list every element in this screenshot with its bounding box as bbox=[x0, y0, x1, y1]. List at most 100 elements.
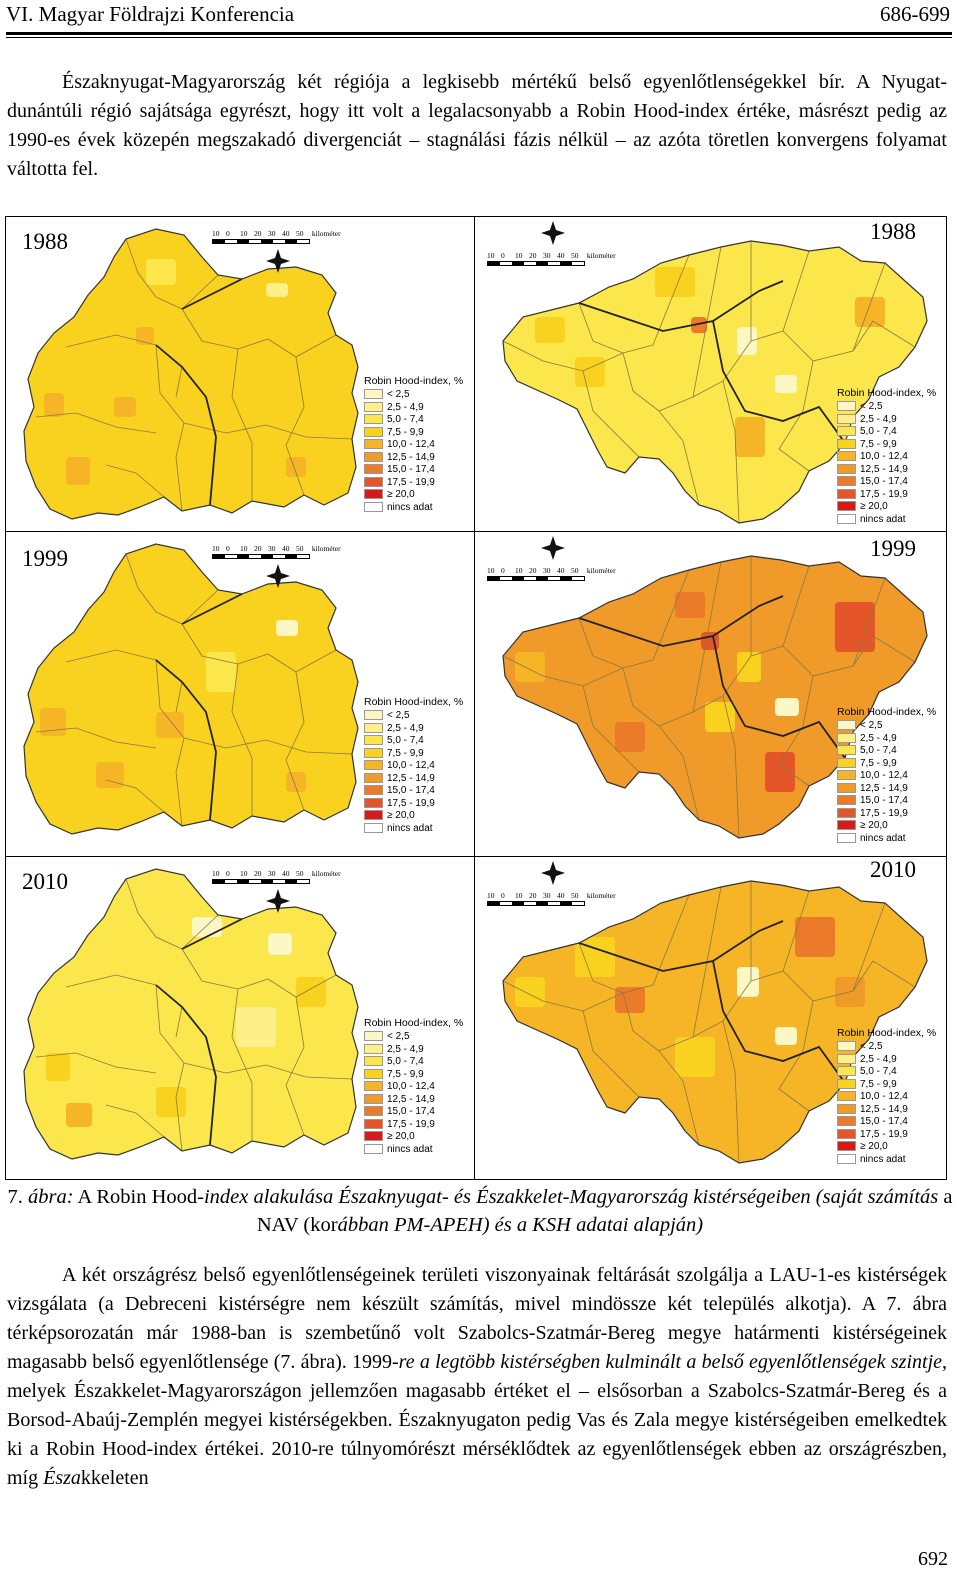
district-boundary bbox=[105, 1104, 165, 1138]
figure-divider-row2 bbox=[5, 856, 947, 857]
map-legend: Robin Hood-index, % < 2,5 2,5 - 4,9 5,0 - 7… bbox=[837, 387, 936, 526]
district-fill bbox=[765, 752, 795, 792]
scale-tick: 10 bbox=[515, 566, 523, 575]
scale-tick: 20 bbox=[529, 891, 537, 900]
district-boundary bbox=[183, 422, 353, 440]
legend-label: ≥ 20,0 bbox=[860, 820, 888, 831]
legend-label: 12,5 - 14,9 bbox=[387, 1093, 435, 1105]
map-legend: Robin Hood-index, % < 2,5 2,5 - 4,9 5,0 - 7… bbox=[364, 1017, 463, 1156]
legend-label: 10,0 - 12,4 bbox=[860, 451, 908, 462]
page-range: 686-699 bbox=[880, 2, 950, 26]
map-year-label: 2010 bbox=[22, 869, 68, 894]
caption-part4: ábban PM-APEH) és a KSH adatai alapján) bbox=[337, 1214, 704, 1236]
legend-item: 10,0 - 12,4 bbox=[837, 770, 936, 783]
district-boundary bbox=[231, 988, 253, 1141]
district-fill bbox=[114, 397, 136, 417]
district-fill bbox=[286, 772, 306, 792]
legend-label: 17,5 - 19,9 bbox=[860, 807, 908, 819]
caption-part1: A Robin Hood- bbox=[77, 1186, 204, 1208]
district-boundary bbox=[285, 356, 305, 496]
scale-tick: 40 bbox=[282, 869, 290, 878]
scale-tick: 10 bbox=[240, 229, 248, 238]
district-boundary bbox=[183, 1062, 353, 1080]
legend-swatch bbox=[837, 720, 856, 731]
legend-item: 2,5 - 4,9 bbox=[364, 723, 463, 736]
legend-swatch bbox=[364, 760, 383, 771]
legend-label: 5,0 - 7,4 bbox=[860, 1066, 897, 1077]
legend-swatch bbox=[837, 1066, 856, 1077]
legend-label: nincs adat bbox=[387, 822, 433, 834]
legend-label: 2,5 - 4,9 bbox=[860, 1053, 897, 1065]
district-boundary bbox=[231, 348, 253, 501]
legend-item: 15,0 - 17,4 bbox=[837, 795, 936, 808]
legend-title: Robin Hood-index, % bbox=[837, 387, 937, 399]
paragraph-analysis-text-a: A két országrész belső egyenlőtlenségein… bbox=[7, 1264, 947, 1373]
district-fill bbox=[276, 620, 298, 636]
district-fill bbox=[66, 1103, 92, 1127]
legend-swatch bbox=[837, 1078, 856, 1089]
legend-label: 15,0 - 17,4 bbox=[387, 1106, 435, 1117]
county-boundary bbox=[542, 595, 846, 759]
district-boundary bbox=[782, 577, 886, 677]
legend-title: Robin Hood-index, % bbox=[837, 1027, 937, 1039]
legend-label: 15,0 - 17,4 bbox=[387, 785, 435, 796]
legend-swatch bbox=[837, 1141, 856, 1152]
legend-label: < 2,5 bbox=[387, 710, 410, 721]
county-boundary bbox=[155, 593, 243, 821]
district-boundary bbox=[105, 464, 165, 498]
district-fill bbox=[146, 259, 176, 285]
legend-item: 15,0 - 17,4 bbox=[837, 1116, 936, 1129]
legend-item: 7,5 - 9,9 bbox=[837, 758, 936, 771]
legend-swatch bbox=[364, 501, 383, 512]
legend-item: 5,0 - 7,4 bbox=[837, 426, 936, 439]
legend-swatch bbox=[364, 1106, 383, 1117]
district-boundary bbox=[35, 727, 157, 749]
north-label: N bbox=[550, 217, 555, 218]
legend-label: 5,0 - 7,4 bbox=[387, 735, 424, 746]
legend-swatch bbox=[837, 795, 856, 806]
legend-swatch bbox=[837, 413, 856, 424]
district-fill bbox=[515, 977, 545, 1007]
scale-bar: 10 0 10 20 30 40 50 kilométer bbox=[212, 229, 341, 244]
legend-swatch bbox=[364, 1056, 383, 1067]
region-outline bbox=[23, 868, 359, 1160]
scale-tick: 30 bbox=[543, 891, 551, 900]
legend-item: nincs adat bbox=[837, 514, 936, 527]
legend-item: ≥ 20,0 bbox=[837, 820, 936, 833]
scale-tick: 20 bbox=[254, 544, 262, 553]
legend-swatch bbox=[837, 757, 856, 768]
scale-unit: kilométer bbox=[310, 869, 341, 878]
choropleth-map bbox=[502, 221, 928, 524]
map-year-label: 1999 bbox=[22, 546, 68, 571]
district-boundary bbox=[722, 1020, 740, 1163]
district-fill bbox=[46, 1053, 70, 1081]
district-fill bbox=[835, 602, 875, 652]
district-fill bbox=[156, 1087, 186, 1117]
scale-bar-line bbox=[487, 261, 585, 266]
district-boundary bbox=[778, 675, 814, 787]
legend-item: ≥ 20,0 bbox=[364, 1131, 463, 1144]
figure-caption: 7. ábra: A Robin Hood-index alakulása És… bbox=[0, 1183, 960, 1239]
scale-tick: 10 bbox=[212, 229, 220, 238]
legend-swatch bbox=[364, 1031, 383, 1042]
page-number: 692 bbox=[918, 1548, 948, 1570]
scale-tick: 30 bbox=[268, 869, 276, 878]
legend-swatch bbox=[837, 1041, 856, 1052]
legend-label: ≥ 20,0 bbox=[860, 501, 888, 512]
district-fill bbox=[192, 917, 222, 937]
scale-tick: 0 bbox=[226, 229, 230, 238]
scale-bar: 10 0 10 20 30 40 50 kilométer bbox=[212, 544, 341, 559]
legend-label: nincs adat bbox=[387, 501, 433, 513]
legend-label: 7,5 - 9,9 bbox=[860, 438, 897, 450]
scale-bar-line bbox=[487, 576, 585, 581]
map-panel-1999-east: N 1999 10 0 10 20 30 40 50 kilométer Robin Hood-i… bbox=[475, 532, 946, 856]
north-arrow-icon bbox=[541, 861, 565, 885]
legend-item: 17,5 - 19,9 bbox=[364, 1119, 463, 1132]
legend-label: 2,5 - 4,9 bbox=[387, 722, 424, 734]
legend-title: Robin Hood-index, % bbox=[837, 706, 937, 718]
caption-part2: index alakulása Északnyugat- és Északkel… bbox=[203, 1186, 939, 1208]
district-fill bbox=[735, 417, 765, 457]
district-boundary bbox=[181, 623, 337, 673]
